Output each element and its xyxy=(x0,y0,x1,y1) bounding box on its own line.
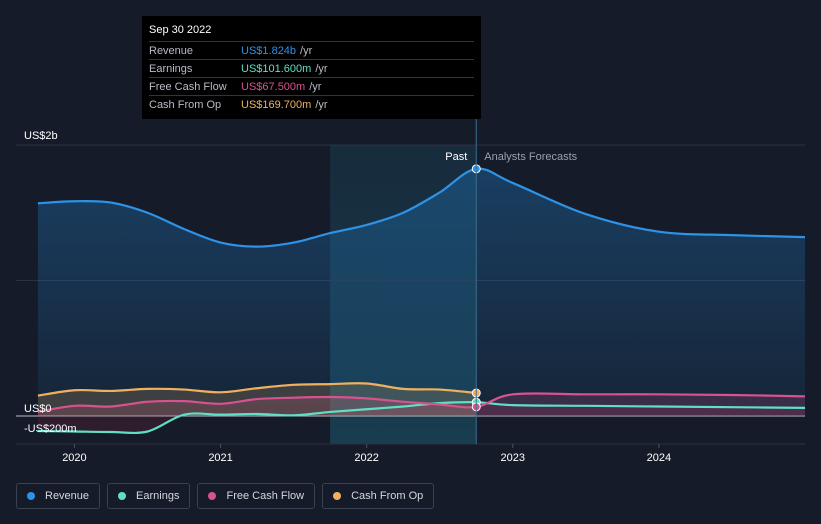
legend-item-cash-from-op[interactable]: Cash From Op xyxy=(322,483,435,509)
legend-dot-icon xyxy=(118,492,127,500)
y-tick-label: US$2b xyxy=(24,130,58,142)
tooltip-row-earnings: Earnings US$101.600m /yr xyxy=(149,59,474,77)
earnings-line xyxy=(37,401,806,435)
x-tick-label: 2024 xyxy=(647,452,671,464)
tooltip-unit: /yr xyxy=(315,62,328,75)
tooltip-value: US$169.700m xyxy=(241,98,312,111)
tooltip-row-free-cash-flow: Free Cash Flow US$67.500m /yr xyxy=(149,77,474,95)
tooltip: Sep 30 2022 Revenue US$1.824b /yr Earnin… xyxy=(142,16,481,119)
tooltip-value: US$1.824b xyxy=(241,44,297,57)
legend-dot-icon xyxy=(27,492,35,500)
legend-dot-icon xyxy=(333,492,342,500)
tooltip-row-cash-from-op: Cash From Op US$169.700m /yr xyxy=(149,95,474,113)
legend-label: Earnings xyxy=(136,490,180,502)
legend: Revenue Earnings Free Cash Flow Cash Fro… xyxy=(16,483,435,509)
x-tick-label: 2023 xyxy=(501,452,525,464)
revenue-area xyxy=(37,168,805,416)
tooltip-label: Cash From Op xyxy=(149,98,222,111)
x-tick-label: 2020 xyxy=(62,452,86,464)
legend-label: Revenue xyxy=(45,490,90,502)
earnings-area xyxy=(37,402,805,433)
legend-label: Cash From Op xyxy=(351,490,424,502)
tooltip-label: Revenue xyxy=(149,44,194,57)
legend-dot-icon xyxy=(208,492,217,500)
legend-item-free-cash-flow[interactable]: Free Cash Flow xyxy=(197,483,316,509)
revenue-line xyxy=(37,167,806,248)
tooltip-unit: /yr xyxy=(309,80,322,93)
tooltip-value: US$101.600m xyxy=(241,62,312,75)
cash-from-op-line xyxy=(37,382,477,397)
legend-item-earnings[interactable]: Earnings xyxy=(107,483,191,509)
tooltip-label: Free Cash Flow xyxy=(149,80,227,93)
tooltip-row-revenue: Revenue US$1.824b /yr xyxy=(149,41,474,59)
forecast-label: Analysts Forecasts xyxy=(484,151,577,163)
legend-label: Free Cash Flow xyxy=(226,490,305,502)
free-cash-flow-line xyxy=(37,392,806,414)
tooltip-value: US$67.500m xyxy=(241,80,306,93)
x-tick-label: 2021 xyxy=(208,452,232,464)
tooltip-unit: /yr xyxy=(315,98,328,111)
tooltip-unit: /yr xyxy=(300,44,313,57)
y-tick-label: US$0 xyxy=(24,403,52,415)
past-label: Past xyxy=(445,151,467,163)
x-tick-label: 2022 xyxy=(354,452,378,464)
tooltip-label: Earnings xyxy=(149,62,193,75)
legend-item-revenue[interactable]: Revenue xyxy=(16,483,101,509)
y-tick-label: -US$200m xyxy=(24,423,77,435)
tooltip-date: Sep 30 2022 xyxy=(149,24,212,36)
